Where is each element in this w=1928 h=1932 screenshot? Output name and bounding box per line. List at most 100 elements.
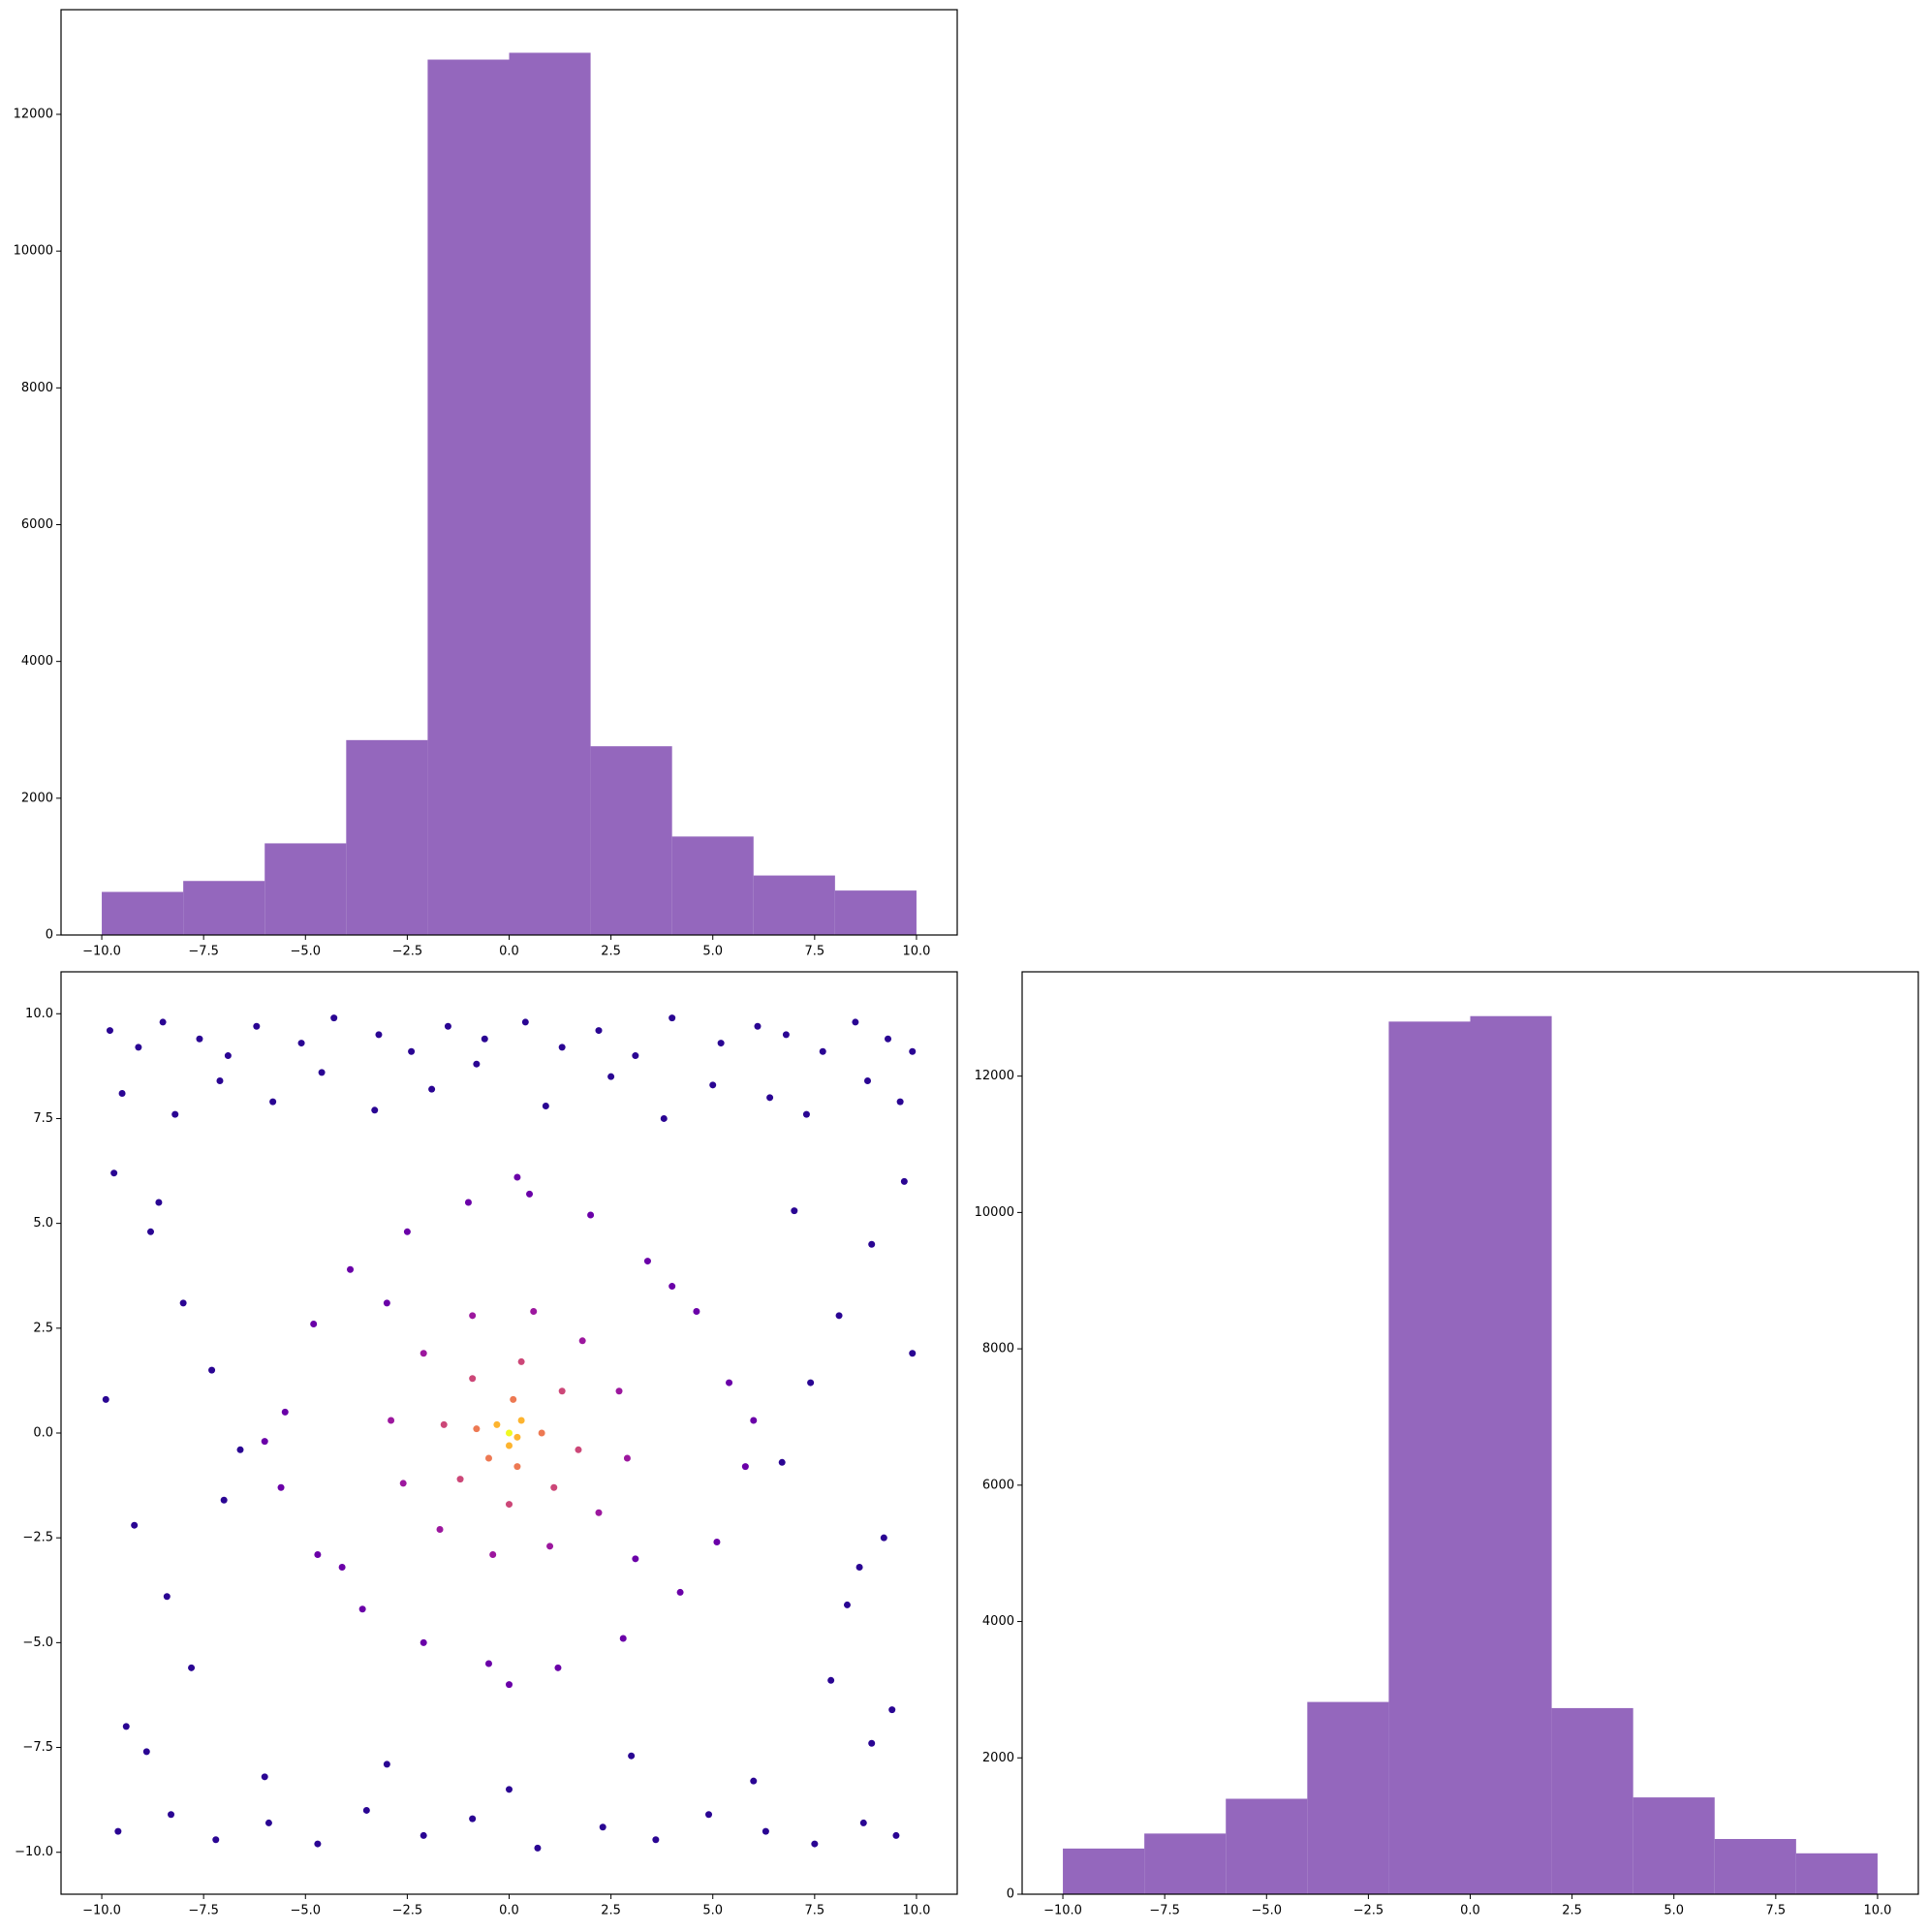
point: [168, 1811, 175, 1819]
point: [383, 1761, 390, 1768]
point: [517, 1357, 525, 1365]
point: [766, 1094, 774, 1102]
point: [188, 1664, 196, 1671]
point: [436, 1526, 444, 1534]
x-tick-label: −2.5: [392, 1904, 423, 1918]
point: [484, 1454, 492, 1462]
point: [619, 1635, 627, 1642]
x-tick-label: −10.0: [82, 1904, 121, 1918]
point: [517, 1417, 525, 1424]
point: [179, 1299, 187, 1307]
point: [212, 1836, 220, 1844]
point: [643, 1258, 651, 1265]
point: [493, 1420, 501, 1428]
point: [444, 1022, 451, 1030]
bar: [590, 746, 672, 935]
point: [489, 1550, 497, 1558]
point: [420, 1350, 427, 1357]
y-tick-label: 10.0: [25, 1007, 53, 1021]
point: [163, 1593, 171, 1601]
point: [628, 1752, 636, 1760]
point: [484, 1660, 492, 1667]
point: [558, 1044, 566, 1051]
bar: [183, 881, 265, 935]
bar: [1063, 1848, 1145, 1894]
point: [506, 1786, 513, 1793]
point: [224, 1052, 232, 1060]
point: [892, 1831, 900, 1839]
point: [819, 1047, 826, 1055]
point: [513, 1433, 521, 1441]
point: [909, 1047, 917, 1055]
point: [843, 1601, 851, 1608]
bar: [1470, 1015, 1552, 1894]
y-tick-label: 5.0: [33, 1216, 53, 1231]
point: [880, 1534, 887, 1542]
y-tick-label: 0.0: [33, 1426, 53, 1441]
point: [314, 1550, 322, 1558]
y-tick-label: 7.5: [33, 1111, 53, 1126]
point: [122, 1723, 130, 1730]
y-tick-label: 12000: [975, 1069, 1014, 1083]
point: [420, 1638, 427, 1646]
point: [261, 1438, 268, 1446]
y-tick-label: 8000: [21, 381, 53, 395]
bar: [427, 59, 510, 935]
point: [558, 1387, 566, 1395]
point: [713, 1539, 721, 1546]
point: [750, 1417, 758, 1424]
point: [456, 1476, 464, 1483]
point: [705, 1811, 713, 1819]
point: [726, 1379, 733, 1387]
point: [885, 1035, 892, 1043]
point: [868, 1739, 876, 1747]
point: [852, 1018, 859, 1026]
point: [310, 1320, 318, 1327]
bar: [509, 52, 591, 936]
point: [297, 1040, 305, 1047]
bar: [1226, 1798, 1308, 1894]
point: [208, 1366, 216, 1374]
x-tick-label: −7.5: [1149, 1904, 1180, 1918]
point: [660, 1114, 668, 1122]
point: [709, 1081, 717, 1089]
point: [669, 1283, 676, 1291]
y-tick-label: 8000: [982, 1342, 1014, 1356]
point: [261, 1773, 268, 1781]
point: [159, 1018, 167, 1026]
x-tick-label: −5.0: [1251, 1904, 1282, 1918]
x-tick-label: −10.0: [82, 945, 121, 959]
point: [118, 1089, 126, 1097]
point: [236, 1446, 244, 1453]
point: [506, 1681, 513, 1689]
point: [578, 1337, 586, 1345]
point: [762, 1827, 769, 1835]
y-tick-label: 2000: [21, 791, 53, 805]
point: [338, 1563, 346, 1571]
point: [546, 1542, 554, 1550]
point: [864, 1077, 871, 1085]
bar: [264, 843, 347, 935]
x-tick-label: 10.0: [1863, 1904, 1891, 1918]
x-tick-label: 2.5: [601, 1904, 621, 1918]
point: [632, 1052, 639, 1060]
y-tick-label: 0: [1007, 1887, 1014, 1902]
point: [216, 1077, 224, 1085]
point: [347, 1265, 355, 1273]
point: [607, 1073, 615, 1080]
point: [473, 1425, 481, 1433]
point: [106, 1027, 113, 1035]
y-tick-label: −7.5: [22, 1740, 53, 1755]
point: [530, 1308, 538, 1316]
point: [669, 1014, 676, 1022]
point: [909, 1350, 917, 1357]
point: [408, 1047, 416, 1055]
bar: [1307, 1701, 1389, 1894]
bar: [671, 836, 754, 935]
bar: [1551, 1707, 1633, 1894]
x-tick-label: 5.0: [702, 1904, 723, 1918]
point: [147, 1228, 154, 1235]
x-tick-label: 0.0: [1460, 1904, 1480, 1918]
point: [428, 1085, 436, 1093]
